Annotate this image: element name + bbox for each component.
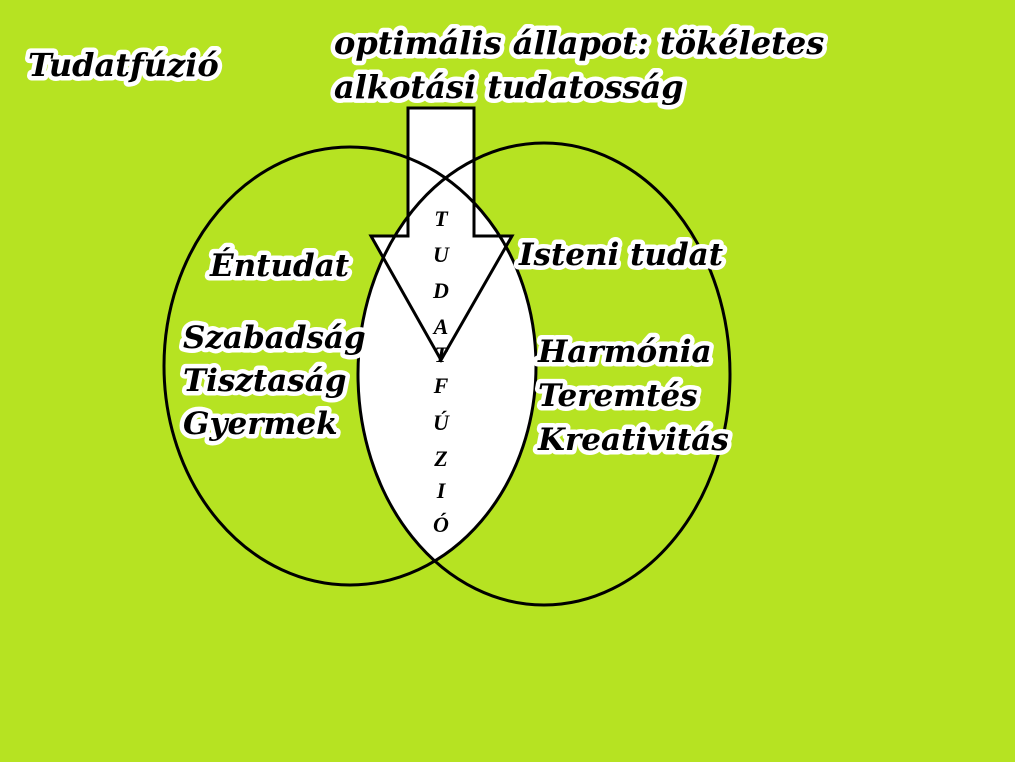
center-letter: I bbox=[436, 478, 447, 503]
center-letter: Ú bbox=[433, 410, 450, 435]
down-arrow bbox=[368, 106, 515, 364]
top-label-line2: alkotási tudatosság bbox=[334, 68, 684, 106]
left-item-1: Szabadság bbox=[183, 320, 366, 356]
left-circle bbox=[162, 145, 538, 587]
left-item-3: Gyermek bbox=[183, 406, 338, 442]
center-letter: A bbox=[432, 314, 449, 339]
center-letter: T bbox=[434, 206, 449, 231]
center-letter: T bbox=[434, 342, 449, 367]
right-circle bbox=[356, 141, 732, 607]
left-item-2: Tisztaság bbox=[183, 363, 347, 399]
right-item-3: Kreativitás bbox=[537, 422, 729, 458]
center-letter: Ó bbox=[433, 512, 449, 537]
right-item-2: Teremtés bbox=[538, 378, 698, 414]
center-vertical-word: T U D A T F Ú Z I Ó bbox=[432, 206, 450, 537]
diagram-title: Tudatfúzió bbox=[28, 46, 219, 84]
top-label-line1: optimális állapot: tökéletes bbox=[334, 24, 824, 62]
right-item-1: Harmónia bbox=[537, 334, 712, 370]
center-letter: U bbox=[433, 242, 450, 267]
center-letter: D bbox=[432, 278, 449, 303]
center-letter: F bbox=[433, 373, 449, 398]
left-heading: Éntudat bbox=[209, 246, 350, 284]
center-letter: Z bbox=[433, 446, 447, 471]
right-heading: Isteni tudat bbox=[518, 237, 724, 273]
